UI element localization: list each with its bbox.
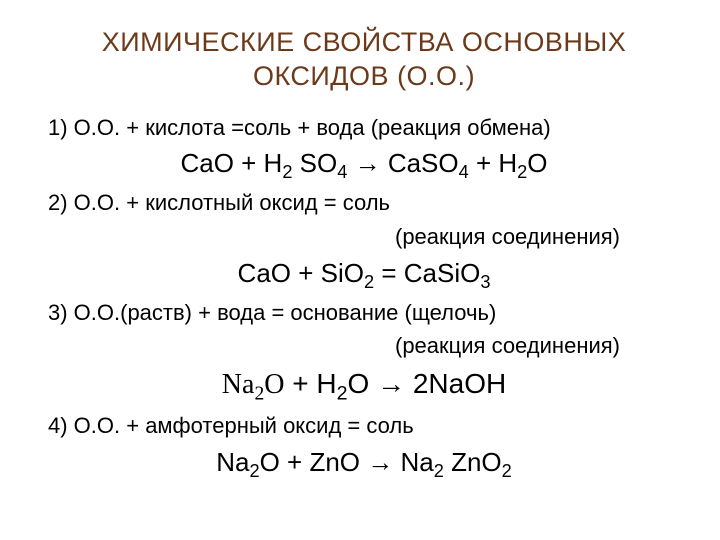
note-3: (реакция соединения) — [48, 330, 680, 362]
slide-content: ХИМИЧЕСКИЕ СВОЙСТВА ОСНОВНЫХ ОКСИДОВ (О.… — [0, 0, 720, 506]
rule-3: 3) О.О.(раств) + вода = основание (щелоч… — [48, 297, 680, 329]
rule-1: 1) О.О. + кислота =соль + вода (реакция … — [48, 112, 680, 144]
equation-4: Na2O + ZnO → Na2 ZnO2 — [48, 444, 680, 482]
rule-2: 2) О.О. + кислотный оксид = соль — [48, 187, 680, 219]
equation-2: CaO + SiO2 = CaSiO3 — [48, 255, 680, 293]
rule-4: 4) О.О. + амфотерный оксид = соль — [48, 410, 680, 442]
equation-1: CaO + H2 SO4 → CaSO4 + H2O — [48, 145, 680, 183]
note-2: (реакция соединения) — [48, 221, 680, 253]
equation-3: Na2O + H2O → 2NaOH — [48, 364, 680, 406]
slide-title: ХИМИЧЕСКИЕ СВОЙСТВА ОСНОВНЫХ ОКСИДОВ (О.… — [48, 26, 680, 94]
